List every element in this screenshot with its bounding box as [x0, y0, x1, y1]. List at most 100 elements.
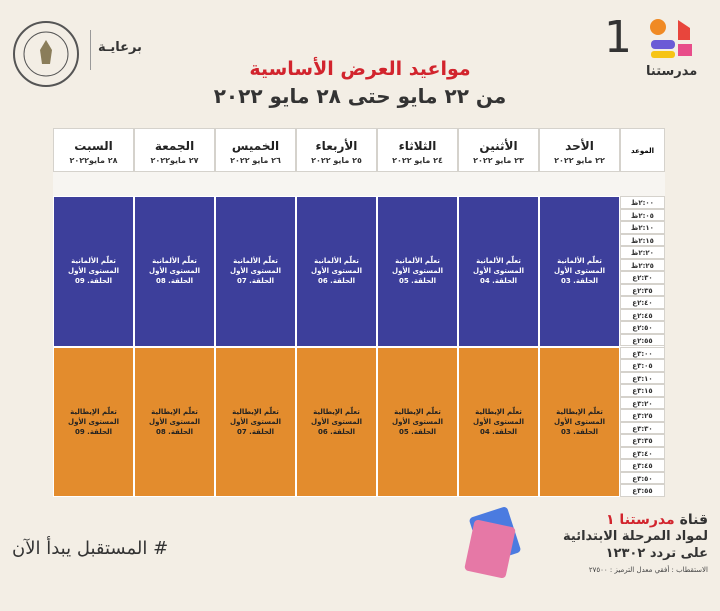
program-line: تعلّم الإيطالية: [151, 407, 198, 416]
day-date: ٢٥ مايو ٢٠٢٢: [311, 156, 362, 165]
time-slot: ٢:٢٠ظ: [620, 246, 665, 259]
program-line: تعلّم الإيطالية: [70, 407, 117, 416]
program-line: تعلّم الإيطالية: [232, 407, 279, 416]
gap-row: [53, 172, 665, 196]
day-header: الجمعة ٢٧ مايو٢٠٢٢: [134, 128, 215, 172]
time-slot: ٢:٠٠ظ: [620, 196, 665, 209]
program-cell: تعلّم الإيطالية المستوى الأول الحلقة. 07: [215, 346, 296, 497]
day-header: الخميس ٢٦ مايو ٢٠٢٢: [215, 128, 296, 172]
program-line: تعلّم الإيطالية: [475, 407, 522, 416]
program-line: الحلقة. 05: [398, 427, 437, 436]
time-slot: ٣:١٠ع: [620, 371, 665, 385]
logo-text: مدرستنا: [646, 64, 698, 79]
day-name: الأربعاء: [315, 139, 358, 153]
program-line: الحلقة. 09: [74, 427, 113, 436]
time-slot: ٢:٥٠ع: [620, 321, 665, 334]
program-line: تعلّم الألمانية: [152, 257, 197, 266]
program-cell: تعلّم الألمانية المستوى الأول الحلقة. 03: [539, 196, 620, 347]
day-header: الأثنين ٢٣ مايو ٢٠٢٢: [458, 128, 539, 172]
channel-line3: على تردد ١٢٣٠٢: [605, 546, 708, 561]
program-line: تعلّم الإيطالية: [394, 407, 441, 416]
program-cell: تعلّم الألمانية المستوى الأول الحلقة. 05: [377, 196, 458, 347]
program-line: المستوى الأول: [311, 417, 362, 426]
time-slot: ٢:١٥ظ: [620, 233, 665, 247]
program-line: الحلقة. 03: [560, 277, 599, 286]
logo-number: 1: [604, 12, 632, 63]
title: مواعيد العرض الأساسية: [249, 58, 471, 80]
time-slot: ٣:٣٠ع: [620, 421, 665, 435]
program-line: تعلّم الألمانية: [557, 257, 602, 266]
sponsor: برعايـة: [98, 40, 142, 55]
time-slot: ٣:٢٠ع: [620, 396, 665, 410]
time-slot: ٣:٤٥ع: [620, 459, 665, 472]
program-line: المستوى الأول: [473, 417, 524, 426]
time-slot: ٣:٠٠ع: [620, 346, 665, 360]
time-slot: ٢:٣٠ع: [620, 271, 665, 284]
program-cell: تعلّم الإيطالية المستوى الأول الحلقة. 09: [53, 346, 134, 497]
day-name: السبت: [74, 139, 113, 153]
time-slot: ٣:٣٥ع: [620, 434, 665, 447]
program-cell: تعلّم الألمانية المستوى الأول الحلقة. 09: [53, 196, 134, 347]
program-line: تعلّم الألمانية: [233, 257, 278, 266]
channel-prefix: قناة: [679, 512, 708, 528]
channel: قناة مدرستنا ١: [606, 512, 708, 528]
day-header: الثلاثاء ٢٤ مايو ٢٠٢٢: [377, 128, 458, 172]
program-line: المستوى الأول: [230, 417, 281, 426]
program-line: تعلّم الألمانية: [314, 257, 359, 266]
hashtag: # المستقبل يبدأ الآن: [12, 538, 169, 559]
program-line: المستوى الأول: [392, 267, 443, 276]
program-cell: تعلّم الألمانية المستوى الأول الحلقة. 04: [458, 196, 539, 347]
day-date: ٢٢ مايو ٢٠٢٢: [554, 156, 605, 165]
time-slot: ٢:٠٥ظ: [620, 208, 665, 222]
program-line: تعلّم الألمانية: [395, 257, 440, 266]
day-name: الجمعة: [154, 139, 195, 153]
day-name: الثلاثاء: [398, 139, 437, 153]
day-header: الأربعاء ٢٥ مايو ٢٠٢٢: [296, 128, 377, 172]
day-date: ٢٧ مايو٢٠٢٢: [150, 156, 199, 165]
time-header-cell: الموعد: [620, 128, 665, 172]
day-date: ٢٣ مايو ٢٠٢٢: [473, 156, 524, 165]
day-date: ٢٦ مايو ٢٠٢٢: [230, 156, 281, 165]
program-line: المستوى الأول: [392, 417, 443, 426]
program-cell: تعلّم الألمانية المستوى الأول الحلقة. 08: [134, 196, 215, 347]
program-cell: تعلّم الألمانية المستوى الأول الحلقة. 07: [215, 196, 296, 347]
program-line: المستوى الأول: [68, 417, 119, 426]
channel-line4: الاستقطاب : أفقي معدل الترميز : ٢٧٥٠٠: [588, 566, 708, 574]
program-line: تعلّم الإيطالية: [313, 407, 360, 416]
program-line: تعلّم الألمانية: [71, 257, 116, 266]
program-cell: تعلّم الإيطالية المستوى الأول الحلقة. 06: [296, 346, 377, 497]
program-line: الحلقة. 07: [236, 277, 275, 286]
tablet-illustration: [464, 507, 521, 579]
program-line: الحلقة. 09: [74, 277, 113, 286]
program-line: الحلقة. 08: [155, 427, 194, 436]
time-slot: ٢:٤٥ع: [620, 308, 665, 322]
channel-name: مدرستنا ١: [606, 512, 675, 528]
ministry-seal: [13, 21, 79, 87]
time-slot: ٢:٣٥ع: [620, 283, 665, 297]
day-name: الأثنين: [479, 139, 518, 153]
program-cell: تعلّم الإيطالية المستوى الأول الحلقة. 08: [134, 346, 215, 497]
day-date: ٢٤ مايو ٢٠٢٢: [392, 156, 443, 165]
program-cell: تعلّم الألمانية المستوى الأول الحلقة. 06: [296, 196, 377, 347]
program-line: المستوى الأول: [473, 267, 524, 276]
logo-shapes: [650, 19, 692, 58]
program-cell: تعلّم الإيطالية المستوى الأول الحلقة. 05: [377, 346, 458, 497]
program-line: المستوى الأول: [554, 417, 605, 426]
program-line: تعلّم الألمانية: [476, 257, 521, 266]
divider: [90, 30, 91, 70]
time-slot: ٣:٠٥ع: [620, 359, 665, 372]
time-slot: ٢:١٠ظ: [620, 221, 665, 234]
day-name: الخميس: [231, 139, 280, 153]
program-line: الحلقة. 04: [479, 427, 518, 436]
day-name: الأحد: [565, 139, 594, 153]
program-line: الحلقة. 04: [479, 277, 518, 286]
program-line: المستوى الأول: [68, 267, 119, 276]
time-slot: ٣:٢٥ع: [620, 409, 665, 422]
program-line: الحلقة. 03: [560, 427, 599, 436]
program-line: المستوى الأول: [149, 267, 200, 276]
program-line: الحلقة. 06: [317, 277, 356, 286]
time-slot: ٣:١٥ع: [620, 384, 665, 397]
program-cell: تعلّم الإيطالية المستوى الأول الحلقة. 03: [539, 346, 620, 497]
